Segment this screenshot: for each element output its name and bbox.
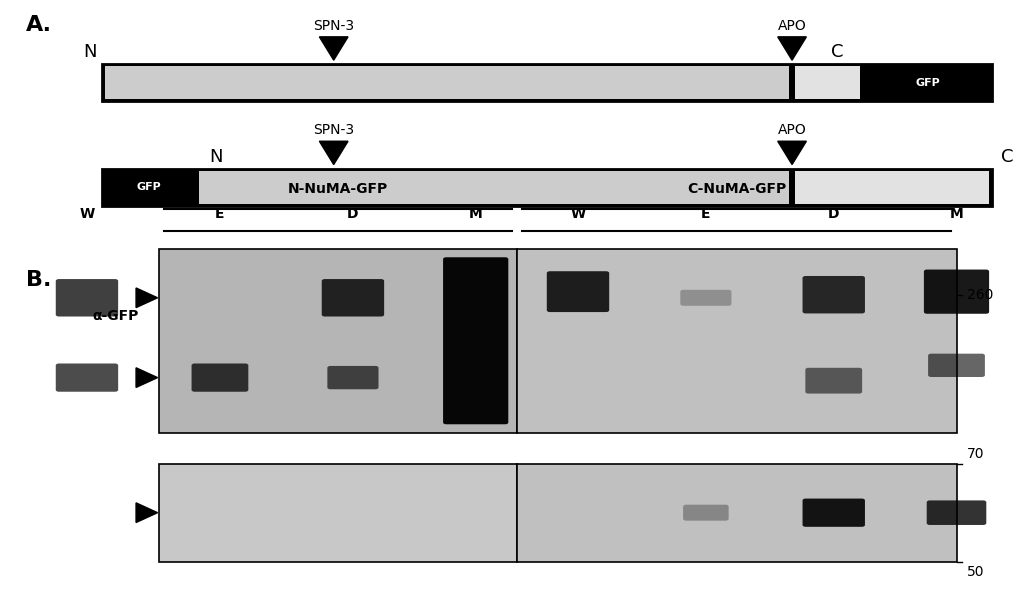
FancyBboxPatch shape <box>191 363 249 392</box>
Polygon shape <box>319 37 348 60</box>
Polygon shape <box>319 141 348 165</box>
Text: A.: A. <box>26 15 51 36</box>
FancyBboxPatch shape <box>805 368 862 394</box>
Polygon shape <box>777 37 806 60</box>
Polygon shape <box>136 503 158 523</box>
Text: D: D <box>347 207 359 221</box>
Bar <box>863 64 992 101</box>
FancyBboxPatch shape <box>56 363 119 392</box>
Text: α-GFP: α-GFP <box>92 309 138 323</box>
FancyBboxPatch shape <box>327 366 379 389</box>
Text: W: W <box>571 207 585 221</box>
Polygon shape <box>136 288 158 308</box>
Text: APO: APO <box>777 123 806 137</box>
Text: GFP: GFP <box>137 182 162 192</box>
Bar <box>102 64 992 101</box>
Bar <box>517 464 957 562</box>
FancyBboxPatch shape <box>443 257 508 424</box>
FancyBboxPatch shape <box>802 499 864 527</box>
Text: E: E <box>215 207 225 221</box>
Text: C: C <box>832 44 844 61</box>
Bar <box>789 66 795 99</box>
FancyBboxPatch shape <box>56 279 119 317</box>
Text: 70: 70 <box>967 446 984 460</box>
Bar <box>105 66 860 99</box>
Bar <box>102 169 992 206</box>
Bar <box>198 171 789 204</box>
Text: N-NuMA-GFP: N-NuMA-GFP <box>287 182 388 196</box>
FancyBboxPatch shape <box>680 290 731 306</box>
Text: N: N <box>210 148 223 166</box>
FancyBboxPatch shape <box>321 279 384 317</box>
Polygon shape <box>777 141 806 165</box>
Text: B.: B. <box>26 270 51 290</box>
Bar <box>159 249 517 433</box>
Text: GFP: GFP <box>916 78 940 88</box>
Text: M: M <box>469 207 483 221</box>
Text: 50: 50 <box>967 565 984 579</box>
FancyBboxPatch shape <box>546 271 609 312</box>
Bar <box>789 171 795 204</box>
Text: C-NuMA-GFP: C-NuMA-GFP <box>686 182 787 196</box>
FancyBboxPatch shape <box>927 500 986 525</box>
Bar <box>795 171 989 204</box>
Text: E: E <box>701 207 711 221</box>
Text: W: W <box>80 207 94 221</box>
Bar <box>517 249 957 433</box>
Text: N: N <box>83 44 97 61</box>
Text: APO: APO <box>777 18 806 33</box>
Text: D: D <box>828 207 840 221</box>
FancyBboxPatch shape <box>928 354 985 377</box>
Text: M: M <box>949 207 964 221</box>
Text: C: C <box>1002 148 1014 166</box>
FancyBboxPatch shape <box>802 276 864 313</box>
Polygon shape <box>136 368 158 387</box>
Text: SPN-3: SPN-3 <box>313 123 354 137</box>
Bar <box>795 66 860 99</box>
Text: 260: 260 <box>967 288 993 301</box>
FancyBboxPatch shape <box>683 505 728 521</box>
Bar <box>159 464 517 562</box>
Text: SPN-3: SPN-3 <box>313 18 354 33</box>
Bar <box>102 169 195 206</box>
FancyBboxPatch shape <box>924 270 989 314</box>
